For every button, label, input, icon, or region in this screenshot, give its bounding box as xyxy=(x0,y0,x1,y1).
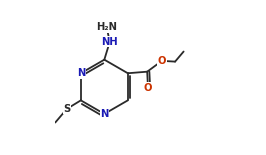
Text: N: N xyxy=(100,109,109,119)
Text: NH: NH xyxy=(101,37,118,47)
Text: H₂N: H₂N xyxy=(96,22,117,32)
Text: O: O xyxy=(158,56,166,66)
Text: N: N xyxy=(77,68,85,78)
Text: S: S xyxy=(63,104,70,114)
Text: O: O xyxy=(144,83,152,93)
